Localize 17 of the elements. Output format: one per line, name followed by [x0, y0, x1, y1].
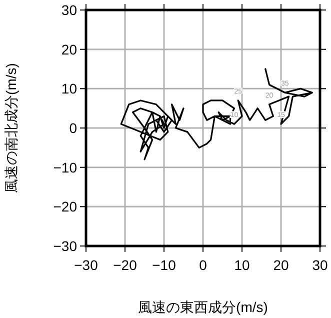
x-tick-label: −20: [113, 257, 138, 273]
y-tick-label: −20: [53, 198, 78, 215]
x-tick-label: 20: [273, 257, 289, 273]
y-tick-label: −30: [53, 238, 78, 254]
y-tick-label: 20: [61, 41, 78, 58]
y-tick-label: −10: [53, 159, 78, 176]
x-tick-label: 0: [199, 257, 208, 273]
x-axis-title: 風速の東西成分(m/s): [138, 299, 268, 315]
line-series: [120, 68, 313, 160]
x-tick-label: −30: [74, 257, 98, 273]
x-tick-label: 10: [234, 257, 250, 273]
x-tick-label: 30: [312, 257, 328, 273]
y-axis-title: 風速の南北成分(m/s): [3, 63, 19, 193]
y-tick-label: 0: [69, 120, 78, 136]
y-tick-label: 30: [61, 2, 78, 18]
y-tick-label: 10: [61, 80, 78, 97]
x-tick-label: −10: [152, 257, 176, 273]
